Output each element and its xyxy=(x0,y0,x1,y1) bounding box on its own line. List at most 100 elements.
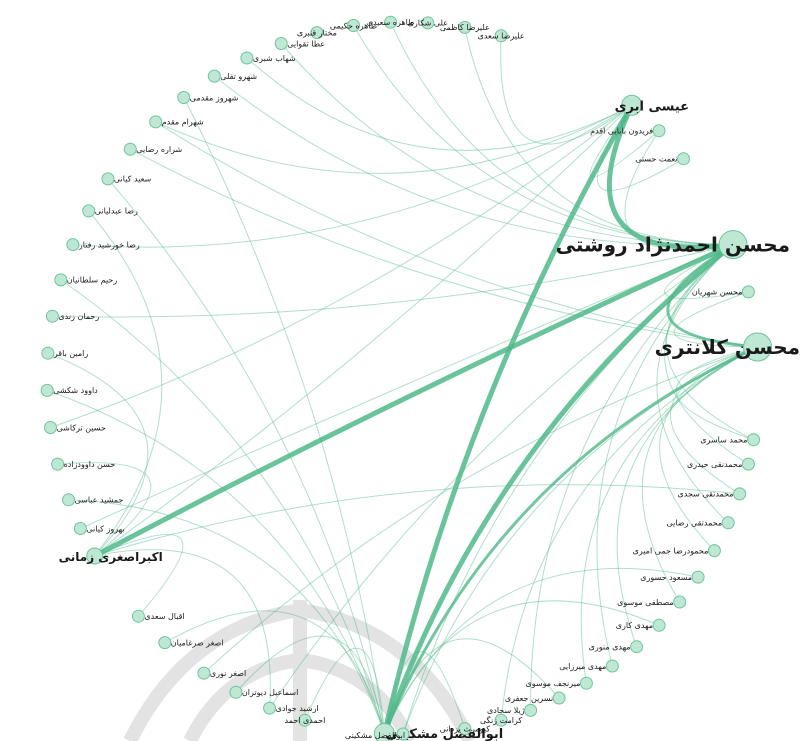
node-n40[interactable]: اصغر ضرغامیان xyxy=(158,636,224,650)
node-n32[interactable]: رحمان زندی xyxy=(45,309,99,323)
node-circle[interactable] xyxy=(82,204,96,218)
node-n35[interactable]: حسین ترکاشی xyxy=(44,421,106,434)
node-n38[interactable]: بهروز کیانی xyxy=(73,522,125,535)
node-circle[interactable] xyxy=(86,547,104,565)
node-circle[interactable] xyxy=(347,19,360,32)
node-circle[interactable] xyxy=(721,516,735,530)
node-circle[interactable] xyxy=(131,609,145,623)
node-n15[interactable]: مسعود حسوری xyxy=(640,570,705,584)
node-circle[interactable] xyxy=(691,570,705,584)
node-circle[interactable] xyxy=(652,618,666,632)
node-circle[interactable] xyxy=(552,691,566,705)
node-n1[interactable]: محسن احمدنژاد روشتی xyxy=(556,230,790,260)
node-circle[interactable] xyxy=(66,238,80,252)
node-circle[interactable] xyxy=(707,544,721,558)
node-n52[interactable]: علیرضا کاظمی xyxy=(440,20,490,34)
node-n45[interactable]: شهرو تقلی xyxy=(207,69,257,83)
node-n5[interactable]: ابوالفضل مشکینی xyxy=(373,723,503,741)
node-n9[interactable]: محسن شهریان xyxy=(692,285,755,299)
node-circle[interactable] xyxy=(73,522,87,535)
node-n24[interactable]: کیومرث یزدانی xyxy=(440,722,491,736)
node-circle[interactable] xyxy=(630,640,644,654)
node-circle[interactable] xyxy=(44,421,57,434)
node-n23[interactable]: کرامت زنگی xyxy=(480,713,522,727)
node-circle[interactable] xyxy=(673,595,687,609)
node-circle[interactable] xyxy=(733,487,747,501)
node-circle[interactable] xyxy=(718,230,748,260)
node-n47[interactable]: عطا تقوایی xyxy=(274,37,325,50)
node-n48[interactable]: مختار قنبری xyxy=(297,26,337,40)
node-circle[interactable] xyxy=(45,309,59,323)
node-n16[interactable]: مصطفی موسوی xyxy=(617,595,687,609)
node-n2[interactable]: محسن کلانتری xyxy=(655,332,800,362)
node-circle[interactable] xyxy=(229,685,243,699)
node-n22[interactable]: ژیلا سجادی xyxy=(487,703,538,717)
node-circle[interactable] xyxy=(101,172,115,186)
node-n4[interactable]: اکبراصغری زمانی xyxy=(59,547,163,565)
node-circle[interactable] xyxy=(621,94,643,116)
node-n30[interactable]: رضا خورشید رفتار xyxy=(66,238,140,252)
node-circle[interactable] xyxy=(149,115,163,129)
node-n12[interactable]: محمدتقی سجدی xyxy=(678,487,747,501)
node-n21[interactable]: نسرین جعفری xyxy=(505,691,566,705)
node-circle[interactable] xyxy=(274,37,288,50)
node-circle[interactable] xyxy=(494,713,508,727)
node-n26[interactable]: شهرام مقدم xyxy=(149,115,204,129)
node-circle[interactable] xyxy=(741,285,755,299)
node-n33[interactable]: رامین باقر xyxy=(41,346,88,360)
node-n43[interactable]: ارشید جوادی xyxy=(263,701,319,715)
node-circle[interactable] xyxy=(579,676,593,690)
node-circle[interactable] xyxy=(494,29,508,43)
node-n13[interactable]: محمدتقی رضایی xyxy=(666,516,735,530)
node-circle[interactable] xyxy=(743,332,773,362)
node-n29[interactable]: رضا عبدلیانی xyxy=(82,204,138,218)
node-n20[interactable]: میرنجف موسوی xyxy=(526,676,593,690)
node-circle[interactable] xyxy=(384,15,398,29)
node-n18[interactable]: مهدی منوری xyxy=(589,640,644,654)
node-circle[interactable] xyxy=(62,493,75,507)
node-circle[interactable] xyxy=(747,433,761,447)
node-n39[interactable]: اقبال سعدی xyxy=(131,609,185,623)
node-circle[interactable] xyxy=(524,703,538,717)
node-n14[interactable]: محمودرضا جمی امیری xyxy=(633,544,721,558)
node-circle[interactable] xyxy=(207,69,221,83)
node-circle[interactable] xyxy=(298,713,312,727)
node-circle[interactable] xyxy=(158,636,172,650)
node-circle[interactable] xyxy=(458,20,472,34)
node-circle[interactable] xyxy=(741,457,755,471)
node-n50[interactable]: طاهره سعیدی xyxy=(367,15,415,29)
node-circle[interactable] xyxy=(41,346,55,360)
node-n19[interactable]: مهدی میرزایی xyxy=(559,659,619,673)
node-circle[interactable] xyxy=(421,16,435,30)
node-circle[interactable] xyxy=(54,273,68,287)
node-n10[interactable]: محمد ساسری xyxy=(700,433,761,447)
node-n25[interactable]: شهروز مقدمی xyxy=(177,91,239,104)
node-n31[interactable]: رحیم سلطانیان xyxy=(54,273,118,287)
node-circle[interactable] xyxy=(310,26,324,40)
node-n36[interactable]: حسن داوودزاده xyxy=(51,457,116,471)
node-circle[interactable] xyxy=(123,142,137,156)
node-n7[interactable]: فریدون بابایی اقدم xyxy=(590,124,666,138)
node-n37[interactable]: جمشید عباسی xyxy=(62,493,124,507)
node-n6[interactable]: ابوالفضل مشکینی xyxy=(345,727,410,741)
node-circle[interactable] xyxy=(652,124,666,138)
node-n51[interactable]: علی شکاری xyxy=(408,16,448,30)
node-circle[interactable] xyxy=(677,152,690,166)
node-n49[interactable]: طاهره حکیمی xyxy=(330,19,377,32)
node-n27[interactable]: شراره رضایی xyxy=(123,142,183,156)
node-n11[interactable]: محمدنقی حیدری xyxy=(687,457,755,471)
node-circle[interactable] xyxy=(197,666,211,680)
node-circle[interactable] xyxy=(373,723,395,741)
node-circle[interactable] xyxy=(396,727,410,741)
node-circle[interactable] xyxy=(605,659,619,673)
node-circle[interactable] xyxy=(51,457,65,471)
node-circle[interactable] xyxy=(263,701,277,715)
node-n46[interactable]: شهاب شبری xyxy=(240,51,296,65)
node-circle[interactable] xyxy=(458,722,472,736)
node-n42[interactable]: اسماعیل دیوتران xyxy=(229,685,298,699)
node-circle[interactable] xyxy=(177,91,191,104)
node-n41[interactable]: اصغر نوری xyxy=(197,666,246,680)
node-n3[interactable]: عیسی ابری xyxy=(615,94,689,116)
node-n53[interactable]: علیرضا سعدی xyxy=(478,29,525,43)
node-circle[interactable] xyxy=(40,383,54,397)
